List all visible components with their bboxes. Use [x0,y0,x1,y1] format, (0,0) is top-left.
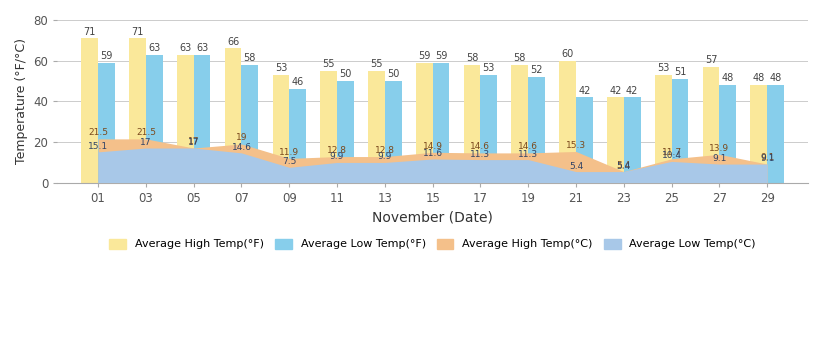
Text: 59: 59 [418,51,431,61]
Text: 11.3: 11.3 [518,150,539,159]
Bar [320,71,337,182]
Text: 11.7: 11.7 [662,148,681,157]
Bar [750,85,767,182]
Text: 52: 52 [530,65,543,75]
Bar [607,97,624,182]
Bar [177,55,193,182]
Text: 63: 63 [148,43,160,53]
Text: 53: 53 [275,63,287,73]
Text: 42: 42 [609,85,622,96]
Text: 53: 53 [657,63,670,73]
Text: 63: 63 [179,43,192,53]
Text: 17: 17 [188,138,199,146]
Text: 9.9: 9.9 [330,152,344,161]
Text: 5.4: 5.4 [569,161,583,171]
Y-axis label: Temperature (°F/°C): Temperature (°F/°C) [15,38,28,164]
Text: 7.5: 7.5 [282,157,296,166]
Bar [193,55,210,182]
Text: 5.4: 5.4 [617,161,631,170]
Bar [432,63,449,182]
Text: 57: 57 [705,55,717,65]
Text: 14.6: 14.6 [471,142,491,151]
Text: 12.8: 12.8 [375,146,395,155]
Text: 71: 71 [131,27,144,37]
Text: 42: 42 [579,85,591,96]
Text: 63: 63 [196,43,208,53]
Text: 46: 46 [291,77,304,88]
X-axis label: November (Date): November (Date) [372,210,493,224]
Text: 17: 17 [140,138,152,147]
Text: 14.6: 14.6 [518,142,538,151]
Text: 14.6: 14.6 [232,143,251,152]
Text: 51: 51 [674,67,686,77]
Text: 21.5: 21.5 [136,128,156,137]
Bar [464,65,481,182]
Bar [81,38,98,182]
Text: 59: 59 [435,51,447,61]
Text: 5.4: 5.4 [617,161,631,171]
Text: 42: 42 [626,85,638,96]
Text: 10.4: 10.4 [662,151,681,160]
Text: 50: 50 [387,70,399,79]
Bar [767,85,784,182]
Bar [289,89,306,182]
Bar [528,77,545,182]
Text: 50: 50 [339,70,352,79]
Bar [242,65,258,182]
Text: 9.1: 9.1 [712,154,726,163]
Bar [671,79,688,182]
Text: 15.1: 15.1 [88,142,108,151]
Bar [129,38,146,182]
Text: 13.9: 13.9 [710,144,730,153]
Text: 21.5: 21.5 [88,128,108,137]
Text: 55: 55 [370,59,383,69]
Text: 15.3: 15.3 [566,141,586,150]
Bar [385,81,402,182]
Bar [720,85,736,182]
Bar [559,61,576,182]
Bar [146,55,163,182]
Text: 12.8: 12.8 [327,146,347,155]
Text: 60: 60 [562,49,574,59]
Text: 9.1: 9.1 [760,153,774,163]
Text: 58: 58 [466,53,478,63]
Text: 19: 19 [236,133,247,142]
Text: 48: 48 [753,73,765,83]
Text: 58: 58 [514,53,526,63]
Bar [481,75,497,182]
Text: 48: 48 [769,73,782,83]
Text: 48: 48 [721,73,734,83]
Text: 59: 59 [100,51,113,61]
Text: 14.9: 14.9 [422,142,442,151]
Text: 9.1: 9.1 [760,154,774,163]
Legend: Average High Temp(°F), Average Low Temp(°F), Average High Temp(°C), Average Low : Average High Temp(°F), Average Low Temp(… [104,233,761,255]
Bar [225,49,242,182]
Bar [337,81,354,182]
Text: 17: 17 [188,138,199,147]
Text: 66: 66 [227,37,239,47]
Bar [511,65,528,182]
Text: 9.9: 9.9 [378,152,392,161]
Bar [576,97,593,182]
Bar [98,63,115,182]
Text: 11.9: 11.9 [279,148,300,157]
Bar [369,71,385,182]
Text: 53: 53 [482,63,495,73]
Bar [416,63,432,182]
Text: 58: 58 [244,53,256,63]
Text: 55: 55 [322,59,335,69]
Bar [655,75,671,182]
Text: 11.3: 11.3 [471,150,491,159]
Text: 11.6: 11.6 [422,149,442,158]
Bar [703,67,720,182]
Bar [624,97,641,182]
Bar [272,75,289,182]
Text: 71: 71 [84,27,96,37]
